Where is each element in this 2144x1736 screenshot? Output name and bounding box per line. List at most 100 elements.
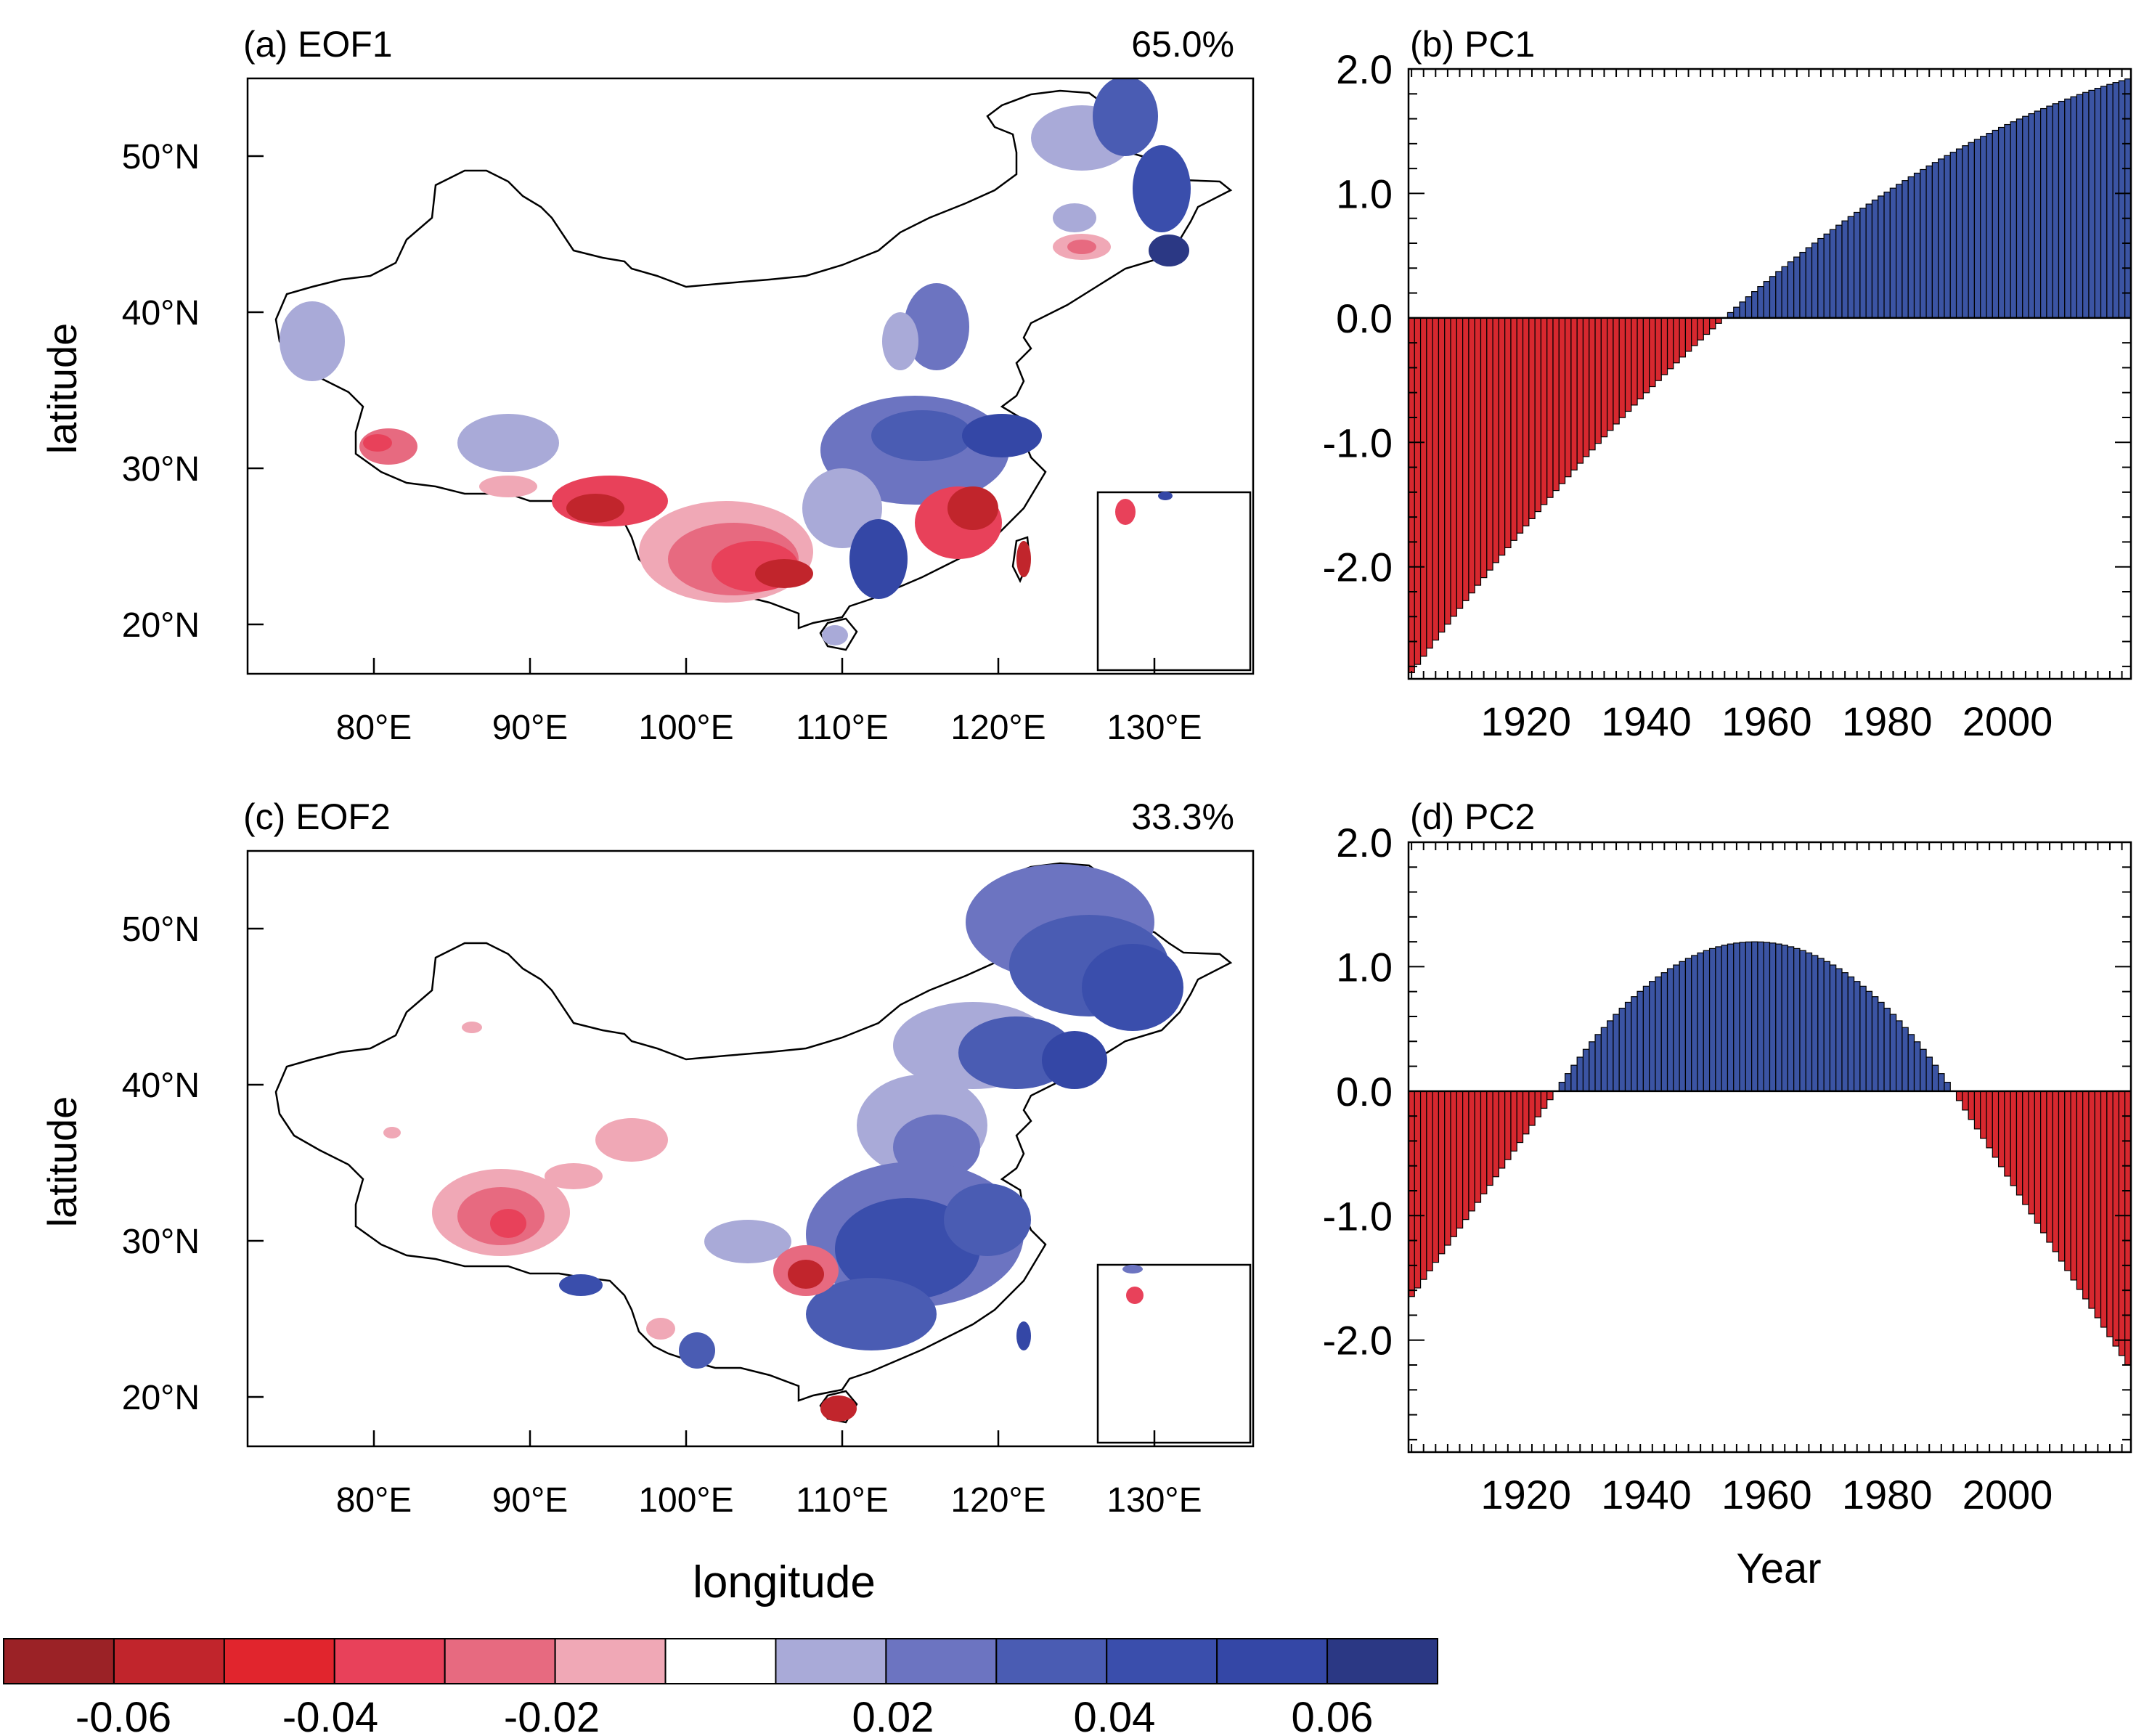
pc-bar [2112, 1091, 2120, 1347]
pc-bar [1516, 317, 1524, 534]
pc-bar [1666, 968, 1674, 1092]
colorbar-label: -0.04 [282, 1694, 378, 1736]
pc-bar [1660, 972, 1668, 1092]
y-tick-label: 0.0 [1336, 1069, 1393, 1114]
pc-bar [1775, 943, 1782, 1092]
colorbar-swatch [1326, 1638, 1438, 1684]
pc-bar [1492, 317, 1499, 563]
pc-bar [1805, 952, 1813, 1092]
pc-bar [1902, 180, 1909, 319]
pc-bar [1708, 948, 1716, 1092]
pc-bar [1666, 317, 1674, 370]
lat-tick-label: 30°N [122, 1223, 200, 1261]
lat-tick-label: 50°N [122, 910, 200, 949]
pc-bar [2064, 1091, 2071, 1271]
pc-bar [1721, 945, 1729, 1092]
pc-bar [1811, 955, 1819, 1092]
pc-bar [1986, 132, 1993, 319]
pc-bar [1528, 317, 1536, 520]
colorbar-swatch [1216, 1638, 1329, 1684]
pc-bar [2088, 89, 2095, 319]
pc-bar [1751, 941, 1758, 1092]
pc-bar [1817, 958, 1825, 1092]
panel-a-inset-mark [1158, 492, 1173, 500]
pc-bar [1829, 229, 1837, 319]
x-tick-label: 1960 [1721, 698, 1812, 744]
pc-bar [1419, 1091, 1427, 1280]
pc-bar [1618, 1007, 1626, 1092]
pc-bar [1841, 220, 1849, 319]
pc-bar [2010, 1091, 2018, 1186]
pc-bar [1769, 276, 1777, 319]
pc-bar [1938, 1073, 1945, 1092]
pc-bar [1438, 317, 1446, 633]
pc-bar [2094, 87, 2102, 319]
pc-bar [1811, 243, 1819, 319]
pc-bar [1558, 317, 1566, 484]
pc-bar [1739, 301, 1746, 319]
pc-bar [2100, 86, 2108, 319]
pc-bar [1474, 317, 1482, 586]
pc-bar [1570, 1064, 1578, 1092]
pc-bar [1468, 1091, 1475, 1212]
panel-d-axes: 2.0 1.0 0.0 -1.0 -2.0 1920 1940 1960 1980 2000 [1323, 820, 2132, 1517]
pc-bar [1456, 317, 1464, 609]
pc-bar [2112, 82, 2120, 319]
pc-bar [1673, 964, 1680, 1092]
colorbar-swatch [1106, 1638, 1218, 1684]
pc-bar [1450, 1091, 1457, 1237]
pc-bar [1739, 942, 1746, 1092]
pc-bar [1426, 317, 1433, 649]
lon-tick-label: 80°E [336, 709, 412, 747]
colorbar-label: 0.02 [852, 1694, 934, 1736]
pc-bar [1679, 961, 1687, 1092]
pc-bar [1973, 139, 1981, 319]
pc-bar [2034, 110, 2042, 319]
pc-bar [1492, 1091, 1499, 1178]
pc-bar [1534, 317, 1542, 513]
pc-bar [1829, 964, 1837, 1092]
pc-bar [1691, 317, 1698, 346]
pc-bar [1913, 1041, 1921, 1092]
lon-tick-label: 130°E [1106, 1481, 1202, 1520]
pc-bar [1462, 317, 1470, 601]
pc-bar [1757, 941, 1764, 1092]
lat-tick-label: 30°N [122, 450, 200, 489]
pc-bar [1504, 1091, 1512, 1160]
y-tick-label: 1.0 [1336, 171, 1393, 216]
pc-bar [1691, 955, 1698, 1092]
pc-bar [1558, 1081, 1566, 1092]
pc-bar [1432, 1091, 1440, 1263]
pc-bar [1781, 266, 1788, 319]
pc-bar [1480, 1091, 1488, 1194]
lon-tick-label: 90°E [492, 709, 568, 747]
y-tick-label: 0.0 [1336, 296, 1393, 341]
pc-bar [2004, 1091, 2011, 1177]
pc-bar [1745, 296, 1753, 319]
pc-bar [1823, 961, 1831, 1092]
lat-tick-label: 20°N [122, 606, 200, 645]
panel-d-pc2-chart: (d) PC2 Year 2.0 1.0 0.0 -1.0 -2.0 1920 1940 19… [1323, 796, 2132, 1592]
x-tick-label: 1980 [1842, 698, 1933, 744]
colorbar-swatch [333, 1638, 446, 1684]
y-tick-label: 1.0 [1336, 944, 1393, 990]
pc-bar [2046, 1091, 2053, 1243]
pc-bar [1582, 317, 1590, 457]
pc-bar [1697, 952, 1704, 1092]
pc-bar [1540, 317, 1548, 505]
panel-a-field [274, 78, 1233, 651]
panel-a-title: (a) EOF1 [243, 24, 393, 65]
y-tick-label: 2.0 [1336, 820, 1393, 865]
pc-bar [1944, 1081, 1951, 1092]
pc-bar [2052, 1091, 2060, 1252]
pc-bar [1889, 1014, 1897, 1092]
pc-bar [2100, 1091, 2108, 1328]
pc-bar [1997, 126, 2005, 319]
chart-frame [1407, 68, 2132, 680]
pc-bar [2015, 1091, 2023, 1196]
panel-b-title: (b) PC1 [1410, 24, 1535, 65]
pc-bar [1823, 233, 1831, 319]
pc-bar [1636, 317, 1644, 399]
pc-bar [1847, 216, 1855, 319]
pc-bar [1733, 306, 1740, 319]
